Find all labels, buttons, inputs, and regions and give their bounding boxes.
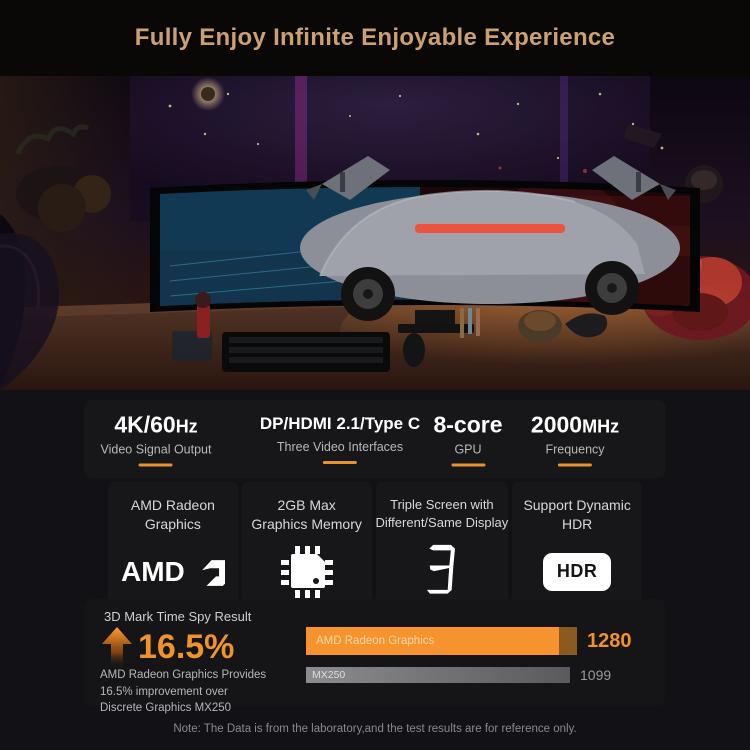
svg-text:AMD: AMD bbox=[121, 556, 185, 587]
